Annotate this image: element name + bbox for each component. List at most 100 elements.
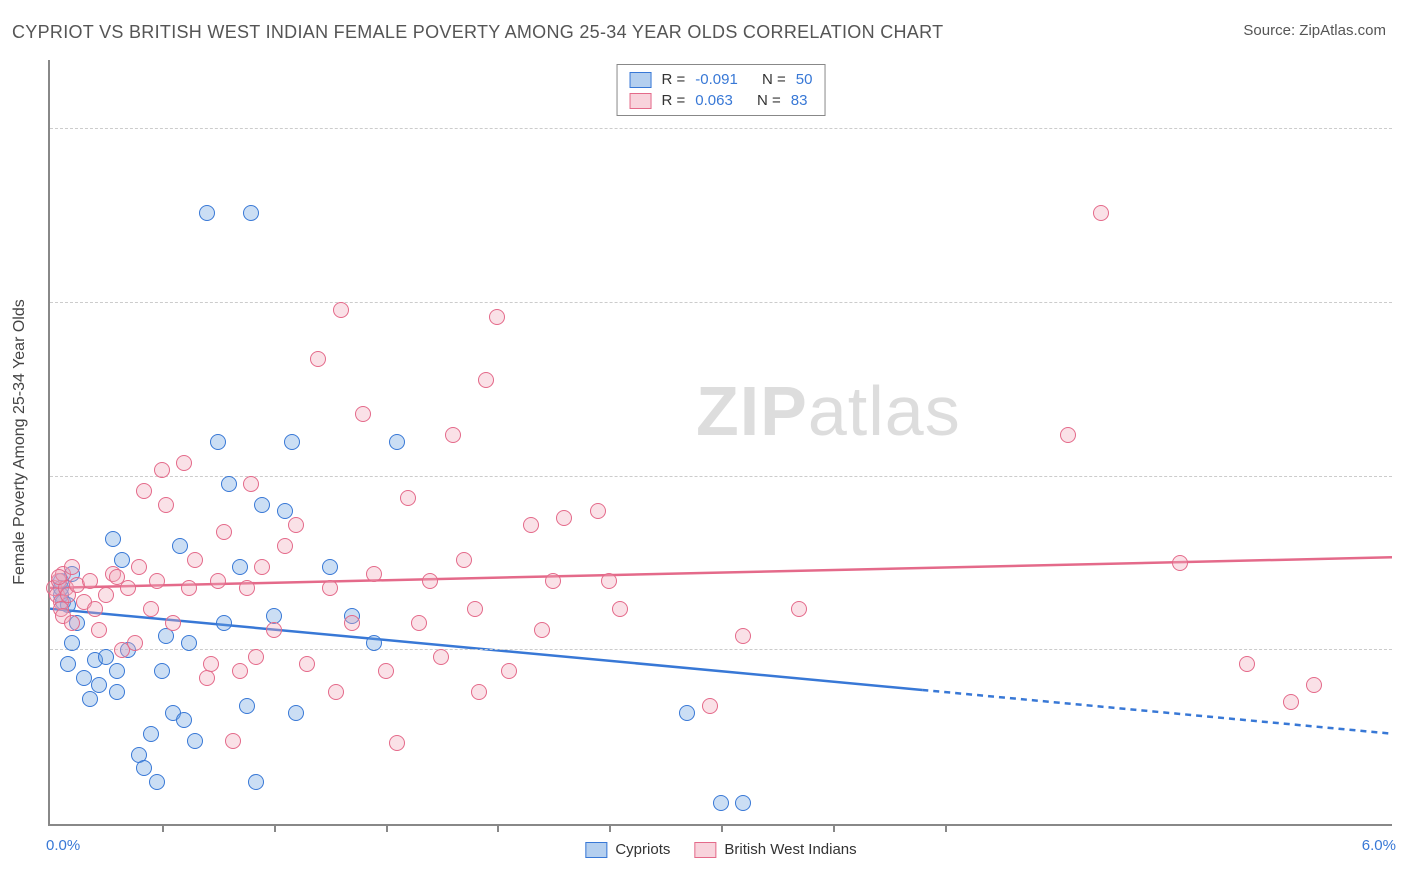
data-point-bwi — [378, 663, 394, 679]
data-point-bwi — [310, 351, 326, 367]
data-point-bwi — [501, 663, 517, 679]
data-point-bwi — [735, 628, 751, 644]
data-point-bwi — [225, 733, 241, 749]
y-axis-label: Female Poverty Among 25-34 Year Olds — [11, 299, 29, 585]
n-label: N = — [757, 92, 781, 109]
data-point-bwi — [590, 503, 606, 519]
swatch-bwi — [630, 93, 652, 109]
data-point-bwi — [120, 580, 136, 596]
data-point-bwi — [176, 455, 192, 471]
data-point-cypriots — [679, 705, 695, 721]
data-point-cypriots — [210, 434, 226, 450]
source-label: Source: — [1243, 22, 1295, 39]
data-point-bwi — [82, 573, 98, 589]
data-point-bwi — [1172, 555, 1188, 571]
x-tick — [497, 824, 499, 832]
data-point-bwi — [400, 490, 416, 506]
data-point-bwi — [266, 622, 282, 638]
data-point-bwi — [791, 601, 807, 617]
data-point-cypriots — [277, 503, 293, 519]
data-point-cypriots — [109, 663, 125, 679]
chart-container: CYPRIOT VS BRITISH WEST INDIAN FEMALE PO… — [0, 0, 1406, 892]
series-legend: Cypriots British West Indians — [585, 841, 856, 858]
data-point-bwi — [612, 601, 628, 617]
data-point-cypriots — [735, 795, 751, 811]
data-point-cypriots — [366, 635, 382, 651]
data-point-cypriots — [91, 677, 107, 693]
data-point-bwi — [534, 622, 550, 638]
n-value-bwi: 83 — [791, 92, 808, 109]
swatch-cypriots — [585, 842, 607, 858]
data-point-bwi — [232, 663, 248, 679]
y-tick-label: 50.0% — [1400, 104, 1406, 121]
data-point-cypriots — [76, 670, 92, 686]
data-point-bwi — [91, 622, 107, 638]
data-point-cypriots — [284, 434, 300, 450]
data-point-bwi — [433, 649, 449, 665]
data-point-cypriots — [181, 635, 197, 651]
data-point-bwi — [445, 427, 461, 443]
series-label-cypriots: Cypriots — [615, 841, 670, 858]
data-point-cypriots — [187, 733, 203, 749]
gridline-h — [50, 128, 1392, 129]
data-point-bwi — [136, 483, 152, 499]
y-tick-label: 12.5% — [1400, 625, 1406, 642]
data-point-bwi — [355, 406, 371, 422]
data-point-bwi — [389, 735, 405, 751]
data-point-cypriots — [254, 497, 270, 513]
x-tick — [162, 824, 164, 832]
x-tick — [274, 824, 276, 832]
data-point-bwi — [277, 538, 293, 554]
data-point-bwi — [545, 573, 561, 589]
data-point-bwi — [210, 573, 226, 589]
data-point-bwi — [149, 573, 165, 589]
r-label: R = — [662, 71, 686, 88]
x-tick — [833, 824, 835, 832]
data-point-bwi — [216, 524, 232, 540]
data-point-bwi — [187, 552, 203, 568]
data-point-bwi — [1093, 205, 1109, 221]
data-point-cypriots — [243, 205, 259, 221]
data-point-bwi — [601, 573, 617, 589]
data-point-bwi — [288, 517, 304, 533]
data-point-bwi — [1060, 427, 1076, 443]
swatch-cypriots — [630, 72, 652, 88]
data-point-bwi — [467, 601, 483, 617]
swatch-bwi — [694, 842, 716, 858]
data-point-bwi — [1239, 656, 1255, 672]
y-tick-label: 25.0% — [1400, 451, 1406, 468]
data-point-cypriots — [172, 538, 188, 554]
data-point-bwi — [556, 510, 572, 526]
x-tick — [386, 824, 388, 832]
data-point-bwi — [478, 372, 494, 388]
x-tick — [609, 824, 611, 832]
source-attribution: Source: ZipAtlas.com — [1243, 22, 1386, 39]
data-point-cypriots — [64, 635, 80, 651]
data-point-bwi — [411, 615, 427, 631]
data-point-cypriots — [109, 684, 125, 700]
data-point-bwi — [299, 656, 315, 672]
data-point-cypriots — [216, 615, 232, 631]
n-label: N = — [762, 71, 786, 88]
gridline-h — [50, 302, 1392, 303]
data-point-cypriots — [248, 774, 264, 790]
data-point-bwi — [199, 670, 215, 686]
data-point-cypriots — [105, 531, 121, 547]
data-point-bwi — [422, 573, 438, 589]
series-label-bwi: British West Indians — [724, 841, 856, 858]
trendline-extrapolated-cypriots — [922, 690, 1392, 734]
data-point-bwi — [344, 615, 360, 631]
data-point-cypriots — [82, 691, 98, 707]
data-point-bwi — [203, 656, 219, 672]
r-label: R = — [662, 92, 686, 109]
data-point-cypriots — [176, 712, 192, 728]
x-axis-max-label: 6.0% — [1362, 837, 1396, 854]
data-point-cypriots — [713, 795, 729, 811]
y-tick-label: 37.5% — [1400, 278, 1406, 295]
data-point-bwi — [158, 497, 174, 513]
x-tick — [721, 824, 723, 832]
data-point-cypriots — [154, 663, 170, 679]
data-point-cypriots — [158, 628, 174, 644]
data-point-bwi — [165, 615, 181, 631]
data-point-cypriots — [322, 559, 338, 575]
